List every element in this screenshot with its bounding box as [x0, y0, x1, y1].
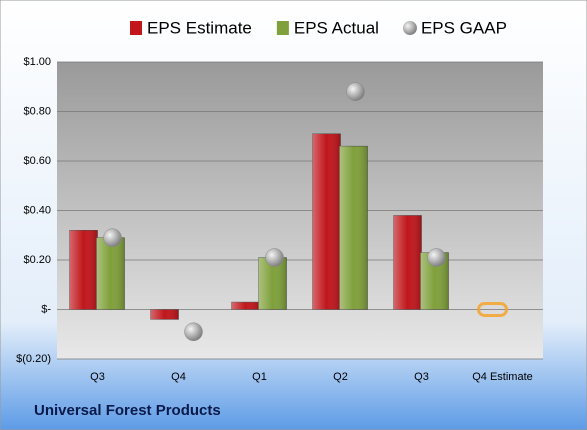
- y-tick-label: $-: [41, 303, 51, 315]
- gaap-marker: [265, 248, 284, 267]
- legend-marker: [402, 21, 417, 35]
- legend-label: EPS GAAP: [421, 18, 507, 37]
- legend-label: EPS Estimate: [147, 18, 252, 37]
- legend-marker: [276, 21, 289, 35]
- y-tick-label: $1.00: [23, 56, 51, 68]
- legend-label: EPS Actual: [294, 18, 379, 37]
- y-tick-label: $0.60: [23, 155, 51, 167]
- x-tick-label: Q3: [90, 371, 105, 383]
- bar-shine: [150, 309, 179, 320]
- footer-title: Universal Forest Products: [34, 402, 221, 419]
- bar-shine: [393, 215, 422, 310]
- gaap-marker: [103, 228, 122, 247]
- bar-shine: [312, 133, 341, 310]
- y-tick-label: $(0.20): [16, 353, 51, 365]
- bar-shine: [96, 237, 125, 310]
- gaap-marker: [427, 248, 446, 267]
- y-tick-label: $0.80: [23, 105, 51, 117]
- x-tick-label: Q1: [252, 371, 267, 383]
- bar-shine: [339, 146, 368, 310]
- bar: [477, 302, 508, 317]
- legend-marker: [130, 21, 142, 35]
- bar-shine: [231, 302, 260, 310]
- x-tick-label: Q4 Estimate: [472, 371, 533, 383]
- x-tick-label: Q3: [414, 371, 429, 383]
- y-tick-label: $0.40: [23, 204, 51, 216]
- y-tick-label: $0.20: [23, 254, 51, 266]
- bar-shine: [69, 230, 98, 310]
- gaap-marker: [346, 82, 365, 101]
- x-tick-label: Q4: [171, 371, 186, 383]
- x-tick-label: Q2: [333, 371, 348, 383]
- gaap-marker: [184, 322, 203, 342]
